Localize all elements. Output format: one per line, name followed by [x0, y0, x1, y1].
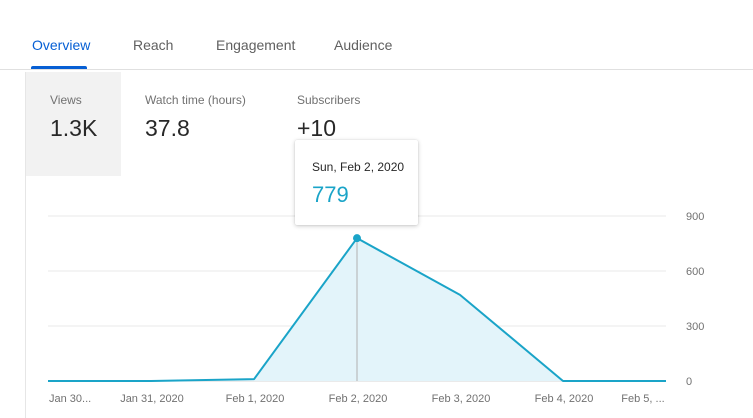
x-tick-label: Feb 1, 2020	[226, 393, 285, 405]
x-tick-label: Feb 4, 2020	[535, 393, 594, 405]
tab-overview[interactable]: Overview	[32, 37, 91, 53]
tooltip-value: 779	[312, 182, 349, 207]
metric-label: Subscribers	[297, 93, 361, 107]
metric-value: 37.8	[145, 115, 190, 141]
tab-audience[interactable]: Audience	[334, 37, 393, 53]
tab-engagement[interactable]: Engagement	[216, 37, 296, 53]
metric-label: Watch time (hours)	[145, 93, 246, 107]
x-tick-label: Feb 3, 2020	[432, 393, 491, 405]
y-tick-label: 0	[686, 376, 692, 388]
y-tick-label: 600	[686, 266, 704, 278]
x-tick-label: Jan 31, 2020	[120, 393, 184, 405]
metric-subscribers[interactable]: Subscribers +10	[273, 72, 425, 176]
y-tick-label: 300	[686, 321, 704, 333]
data-point	[353, 234, 361, 243]
active-tab-indicator	[31, 66, 87, 69]
tab-bar: Overview Reach Engagement Audience	[0, 0, 753, 70]
x-tick-label: Jan 30...	[49, 393, 91, 405]
x-tick-label: Feb 2, 2020	[329, 393, 388, 405]
metric-value: +10	[297, 115, 337, 141]
metric-label: Views	[50, 93, 82, 107]
metric-watch-time[interactable]: Watch time (hours) 37.8	[121, 72, 273, 176]
x-tick-label: Feb 5, ...	[621, 393, 664, 405]
metric-views[interactable]: Views 1.3K	[26, 72, 121, 176]
metric-value: 1.3K	[50, 115, 98, 141]
y-tick-label: 900	[686, 211, 704, 223]
tab-reach[interactable]: Reach	[133, 37, 174, 53]
chart-tooltip: Sun, Feb 2, 2020 779	[295, 140, 418, 225]
tooltip-date: Sun, Feb 2, 2020	[312, 160, 405, 174]
tab-divider	[0, 69, 753, 70]
